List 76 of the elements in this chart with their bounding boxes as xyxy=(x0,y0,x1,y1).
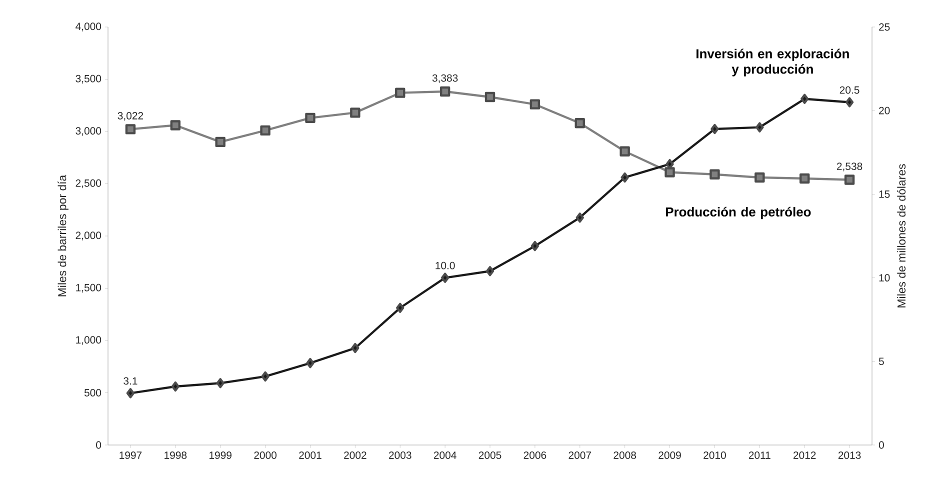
y-tick-label: 500 xyxy=(84,389,102,396)
point xyxy=(306,358,314,368)
point xyxy=(800,173,810,184)
point xyxy=(484,92,496,102)
point xyxy=(754,172,765,183)
data-label: 20.5 xyxy=(840,86,860,94)
x-tick-label: 1997 xyxy=(120,452,142,459)
x-tick-label: 2013 xyxy=(838,452,861,459)
x-tick-label: 2004 xyxy=(434,452,456,459)
y2-tick-label: 10 xyxy=(879,274,890,282)
point xyxy=(396,302,404,313)
point xyxy=(351,342,360,354)
point xyxy=(126,388,135,398)
point xyxy=(620,172,629,183)
point xyxy=(756,122,764,132)
x-tick-label: 2008 xyxy=(614,452,636,459)
point xyxy=(440,272,450,283)
x-tick-label: 2012 xyxy=(793,452,816,459)
point xyxy=(261,371,270,382)
point xyxy=(216,378,224,388)
y-tick-label: 4,000 xyxy=(76,22,102,32)
point xyxy=(574,118,585,128)
x-tick-label: 2006 xyxy=(524,452,546,459)
point xyxy=(171,381,180,392)
y2-tick-label: 20 xyxy=(879,106,890,114)
point xyxy=(710,169,720,180)
x-tick-label: 2010 xyxy=(704,452,726,459)
x-tick-label: 2007 xyxy=(568,452,591,459)
x-tick-label: 2009 xyxy=(658,452,681,459)
point xyxy=(170,120,181,130)
point xyxy=(844,174,855,185)
y-tick-label: 2,500 xyxy=(76,179,102,188)
series-label: Producción de petróleo xyxy=(666,206,811,220)
point xyxy=(125,124,136,134)
point xyxy=(530,240,540,252)
y2-axis-title: Miles de millones de dólares xyxy=(897,164,906,308)
data-label: 2,538 xyxy=(836,162,862,172)
y2-tick-label: 25 xyxy=(879,23,890,31)
point xyxy=(350,108,360,118)
data-label: 10.0 xyxy=(436,262,455,270)
point xyxy=(845,97,854,108)
point xyxy=(486,266,494,276)
data-label: 3,022 xyxy=(118,112,144,121)
point xyxy=(800,94,809,104)
x-tick-label: 2002 xyxy=(344,452,366,459)
x-tick-label: 2001 xyxy=(299,452,322,459)
point xyxy=(305,112,316,124)
y2-tick-label: 0 xyxy=(878,441,884,449)
y-tick-label: 0 xyxy=(96,441,102,449)
point xyxy=(666,159,674,170)
y-tick-label: 2,000 xyxy=(76,232,102,240)
series-label: Inversión en exploración y producción xyxy=(696,48,849,76)
y-axis-title: Miles de barriles por día xyxy=(58,174,68,296)
y2-tick-label: 5 xyxy=(878,358,884,366)
x-tick-label: 1999 xyxy=(210,452,232,459)
x-tick-label: 2003 xyxy=(389,452,412,459)
point xyxy=(215,136,226,148)
y-tick-label: 3,000 xyxy=(76,127,102,136)
x-tick-label: 2000 xyxy=(254,452,277,459)
point xyxy=(710,124,719,134)
data-label: 3.1 xyxy=(124,377,138,385)
y2-tick-label: 15 xyxy=(879,190,890,198)
x-tick-label: 2005 xyxy=(478,452,502,459)
x-tick-label: 1998 xyxy=(164,452,187,459)
point xyxy=(664,167,675,178)
point xyxy=(576,212,584,223)
y-tick-label: 1,500 xyxy=(76,284,102,293)
point xyxy=(395,88,406,98)
point xyxy=(620,146,630,156)
y-tick-label: 3,500 xyxy=(76,74,102,84)
x-tick-label: 2011 xyxy=(748,452,770,459)
point xyxy=(260,125,270,136)
point xyxy=(440,86,450,97)
y-tick-label: 1,000 xyxy=(76,336,102,345)
data-label: 3,383 xyxy=(432,74,458,83)
point xyxy=(530,99,540,110)
